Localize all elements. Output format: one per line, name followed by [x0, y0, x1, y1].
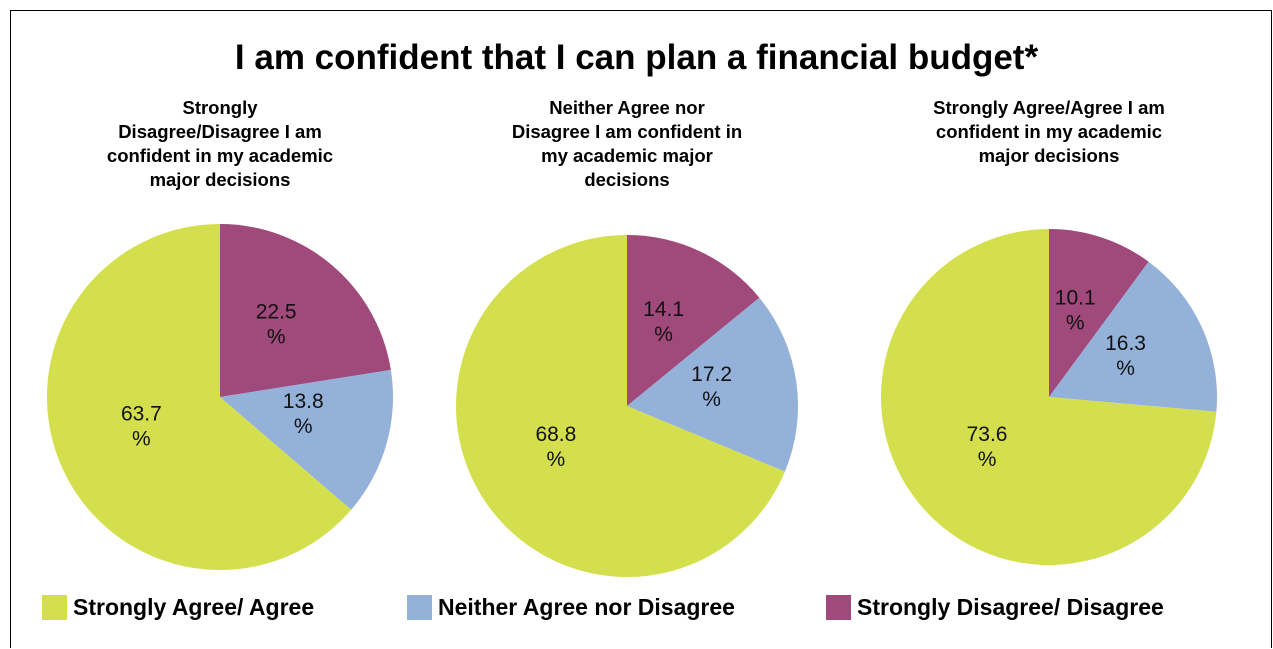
pie-2-slice-strongly-agree-agree [455, 235, 785, 577]
pie-1-subtitle: Strongly Disagree/Disagree I am confiden… [106, 97, 334, 190]
pie-3-slice-strongly-disagree-disagree [1049, 229, 1149, 397]
legend-item-neither: Neither Agree nor Disagree [407, 592, 735, 622]
legend-swatch-neither [407, 594, 432, 620]
legend-swatch-disagree [826, 594, 851, 620]
pie-3-slice-neither-agree-nor-disagree [1049, 261, 1218, 412]
pie-2-subtitle: Neither Agree nor Disagree I am confiden… [511, 97, 743, 190]
chart-title: I am confident that I can plan a financi… [234, 38, 1039, 77]
legend-item-agree: Strongly Agree/ Agree [42, 592, 314, 622]
pie-2-slice-strongly-disagree-disagree [627, 235, 760, 406]
pie-1-slice-neither-agree-nor-disagree [220, 369, 394, 510]
pie-1-label-neither-agree-nor-disagree: 13.8% [283, 390, 324, 438]
pie-3-slice-strongly-agree-agree [881, 229, 1217, 566]
pie-2-label-strongly-agree-agree: 68.8% [535, 423, 576, 471]
pie-2-slice-neither-agree-nor-disagree [627, 297, 798, 472]
legend-swatch-agree [42, 594, 67, 620]
pie-2-label-strongly-disagree-disagree: 14.1% [643, 298, 684, 346]
pie-3-label-strongly-disagree-disagree: 10.1% [1055, 287, 1096, 335]
legend-label-neither: Neither Agree nor Disagree [438, 593, 735, 620]
chart-frame [10, 10, 1272, 648]
legend-item-disagree: Strongly Disagree/ Disagree [826, 592, 1164, 622]
pie-3-label-neither-agree-nor-disagree: 16.3% [1105, 332, 1146, 380]
pie-3-label-strongly-agree-agree: 73.6% [967, 423, 1008, 471]
legend-label-agree: Strongly Agree/ Agree [73, 593, 315, 620]
pie-1-slice-strongly-agree-agree [47, 224, 352, 570]
pie-1-slice-strongly-disagree-disagree [220, 224, 391, 397]
pie-3-subtitle: Strongly Agree/Agree I am confident in m… [933, 97, 1165, 166]
pie-1-label-strongly-agree-agree: 63.7% [121, 403, 162, 451]
pie-1-label-strongly-disagree-disagree: 22.5% [256, 301, 297, 349]
legend-label-disagree: Strongly Disagree/ Disagree [857, 593, 1164, 620]
pie-2-label-neither-agree-nor-disagree: 17.2% [691, 363, 732, 411]
